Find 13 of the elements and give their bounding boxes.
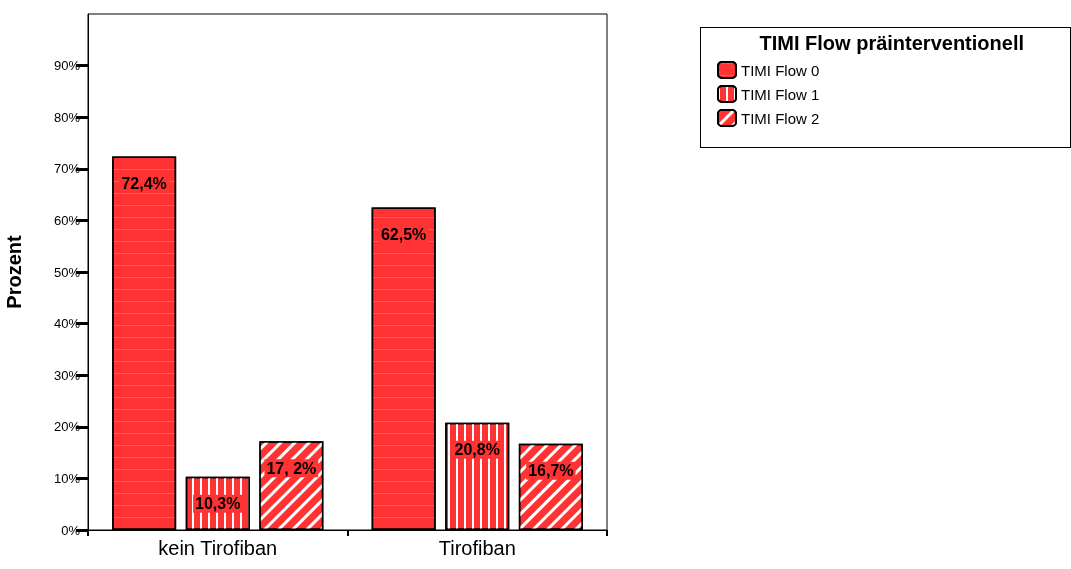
legend-label: TIMI Flow 1 bbox=[741, 85, 820, 103]
x-tick-label: kein Tirofiban bbox=[158, 537, 278, 559]
data-label: 20,8% bbox=[454, 441, 500, 459]
data-label: 17, 2% bbox=[266, 459, 317, 477]
legend-title: TIMI Flow präinterventionell bbox=[759, 32, 1025, 54]
y-axis-title: Prozent bbox=[3, 234, 25, 309]
data-label: 72,4% bbox=[121, 174, 167, 192]
legend-label: TIMI Flow 0 bbox=[741, 61, 820, 79]
x-tick-label: Tirofiban bbox=[438, 537, 516, 559]
data-label: 62,5% bbox=[380, 226, 427, 243]
legend-label: TIMI Flow 2 bbox=[741, 109, 820, 127]
data-label: 16,7% bbox=[528, 462, 574, 480]
data-label: 10,3% bbox=[195, 495, 241, 513]
